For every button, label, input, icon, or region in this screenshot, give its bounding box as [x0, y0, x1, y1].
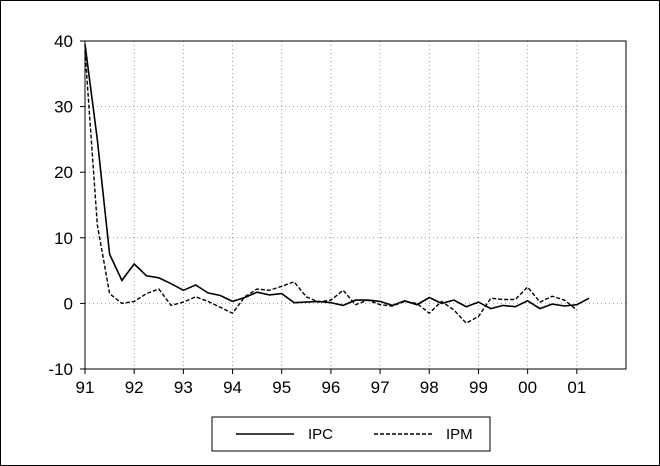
grid	[85, 41, 626, 369]
x-tick-label: 00	[518, 378, 537, 397]
x-tick-label: 93	[174, 378, 193, 397]
series-line-ipc	[84, 44, 590, 310]
x-tick-label: 92	[125, 378, 144, 397]
x-tick-label: 95	[272, 378, 291, 397]
x-axis-ticks: 91 92 93 94 95 96 97 98 99 00 01	[76, 369, 586, 397]
plot-area-border	[84, 40, 627, 370]
x-tick-label: 91	[76, 378, 95, 397]
series-line-ipm	[84, 50, 578, 324]
x-tick-label: 96	[321, 378, 340, 397]
x-tick-label: 94	[223, 378, 242, 397]
y-tick-label: 20	[54, 163, 73, 182]
x-tick-label: 01	[567, 378, 586, 397]
x-tick-label: 99	[469, 378, 488, 397]
y-tick-label: -10	[48, 360, 73, 379]
x-tick-label: 98	[420, 378, 439, 397]
legend: IPC IPM	[211, 416, 491, 452]
y-tick-label: 30	[54, 98, 73, 117]
legend-label-ipc: IPC	[308, 426, 333, 443]
y-tick-label: 0	[64, 294, 73, 313]
axes	[84, 40, 627, 370]
y-tick-label: 40	[54, 32, 73, 51]
y-axis-ticks: 40 30 20 10 0 -10	[48, 32, 85, 379]
series-lines	[84, 44, 590, 324]
legend-label-ipm: IPM	[446, 426, 473, 443]
y-tick-label: 10	[54, 229, 73, 248]
x-tick-label: 97	[371, 378, 390, 397]
